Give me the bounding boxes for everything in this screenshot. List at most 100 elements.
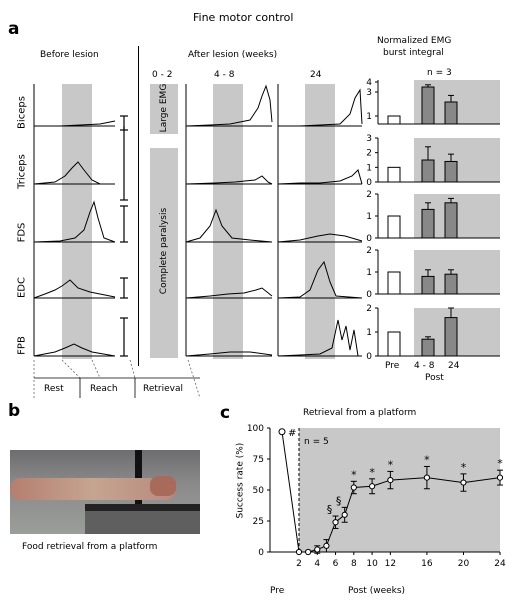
trace-before-edc [33,279,116,299]
data-point [387,476,394,484]
chart-ytick-label: 75 [253,455,264,465]
chart-xtick-label: 12 [385,559,396,569]
panel-b-caption: Food retrieval from a platform [22,542,158,552]
emg-n-label: n = 3 [427,68,452,78]
trace-48-fpb [185,351,273,357]
chart-xtick-label: 6 [333,559,339,569]
data-point [341,511,348,518]
photo-shadow [85,511,200,534]
bar-edc-0 [387,271,401,295]
trace-24-fds [277,233,363,243]
bar-xlabel-post: Post [425,373,444,383]
bar-ytick-label: 2 [366,149,372,159]
bar-fds-0 [387,215,401,239]
chart-n-label: n = 5 [304,437,329,447]
data-point [350,484,357,491]
photo-forearm [10,478,175,500]
bar-ytick-label: 2 [366,304,372,314]
bar-ytick-label: 0 [366,290,372,300]
reach-band-24 [305,84,335,359]
data-point [368,483,376,490]
bar-ytick-label: 1 [366,328,372,338]
emg-header-line2: burst integral [383,48,444,58]
bar-ytick-label: 1 [366,112,372,122]
figure-title: Fine motor control [193,11,294,24]
week-label-4-8: 4 - 8 [214,70,235,80]
chart-pre-label: Pre [270,586,285,596]
significance-marker: * [369,466,375,479]
phase-retrieval: Retrieval [143,384,183,394]
chart-ytick-label: 25 [253,517,264,527]
significance-marker: * [461,461,467,474]
chart-hash-mark: # [288,428,297,439]
panel-b-letter: b [8,401,21,421]
bar-ytick-label: 0 [366,352,372,362]
photo-hand [150,476,176,496]
bar-ytick-label: 3 [366,88,372,98]
bar-ytick-label: 4 [366,78,372,88]
significance-marker: § [336,494,342,507]
data-point [460,479,467,486]
trace-48-edc [185,287,273,299]
data-point [423,474,431,481]
bar-xlabel-pre: Pre [385,361,400,371]
chart-xlabel: Post (weeks) [348,586,406,596]
trace-48-triceps [185,175,273,185]
trace-48-biceps [185,84,273,127]
chart-xtick-label: 24 [494,559,506,569]
bar-ytick-label: 0 [366,234,372,244]
trace-before-triceps [33,161,115,185]
after-lesion-label: After lesion (weeks) [188,50,278,60]
week-label-24: 24 [310,70,322,80]
data-point [305,548,312,556]
chart-ytick-label: 100 [247,424,264,434]
trace-48-fds [185,208,273,243]
bar-xlabel-24: 24 [448,361,460,371]
bar-ytick-label: 1 [366,163,372,173]
data-point [332,519,339,526]
bar-triceps-0 [387,166,401,183]
complete-paralysis-box [150,148,178,358]
pre-point [278,428,286,436]
chart-xtick-label: 2 [296,559,302,569]
phase-reach: Reach [90,384,118,394]
bar-ytick-label: 0 [366,178,372,188]
bar-ytick-label: 3 [366,134,372,144]
week-label-0-2: 0 - 2 [152,70,173,80]
bar-ytick-label: 1 [366,212,372,222]
chart-ytick-label: 50 [253,486,265,496]
photo-platform [85,504,200,511]
bar-ytick-label: 2 [366,246,372,256]
significance-marker: § [327,503,333,516]
data-point [295,548,303,556]
chart-xtick-label: 16 [421,559,433,569]
data-point [496,474,504,481]
section-divider [138,46,139,366]
data-point [314,546,321,553]
significance-marker: * [424,453,430,466]
chart-ytick-label: 0 [258,548,264,558]
large-emg-box [150,84,178,134]
significance-marker: * [388,458,394,471]
bar-fpb-0 [387,331,401,357]
chart-xtick-label: 8 [351,559,357,569]
post-lesion-shade [299,428,500,552]
bar-xlabel-4-8: 4 - 8 [414,361,435,371]
panel-c-letter: c [220,403,231,423]
chart-xtick-label: 20 [458,559,470,569]
before-lesion-label: Before lesion [40,50,99,60]
chart-xtick-label: 4 [314,559,320,569]
bar-biceps-0 [387,115,401,125]
significance-marker: * [351,468,357,481]
trace-before-fds [33,200,116,243]
phase-rest: Rest [44,384,64,394]
trace-24-fpb [277,319,359,357]
trace-before-fpb [33,343,116,357]
emg-header-line1: Normalized EMG [377,36,452,46]
reach-band-4-8 [213,84,243,359]
data-point [323,542,330,549]
panel-a-letter: a [8,19,20,39]
